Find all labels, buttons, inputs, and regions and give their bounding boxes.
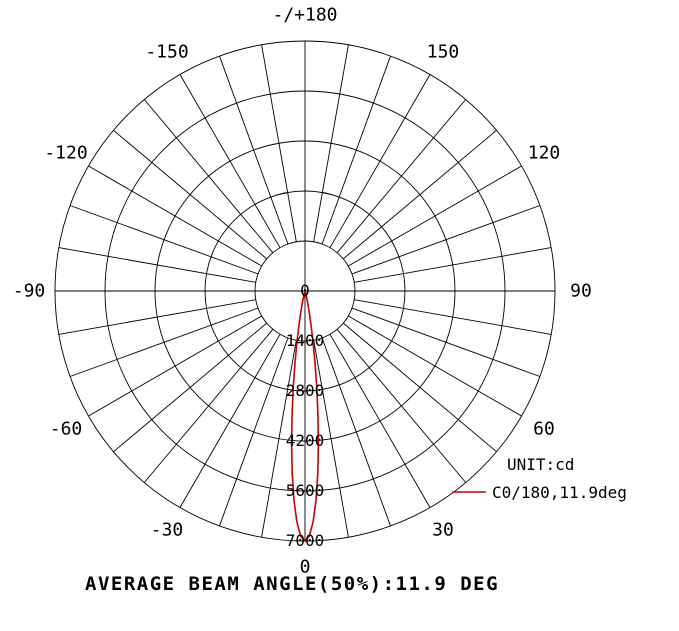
angle-label: -/+180	[272, 5, 337, 26]
angle-label: -90	[13, 281, 46, 302]
radial-tick-label: 2800	[286, 381, 325, 400]
angle-label: -30	[151, 520, 184, 541]
angle-label: -150	[145, 42, 188, 63]
intensity-curve	[290, 289, 320, 543]
angle-label: -60	[50, 419, 83, 440]
radial-tick-label: 0	[300, 281, 310, 300]
angle-label: 60	[533, 419, 555, 440]
radial-tick-label: 7000	[286, 531, 325, 550]
chart-labels: -/+180 150 120 90 60 30 0 -30 -60 -90 -120 -150 0 140…	[13, 5, 592, 578]
legend-label: C0/180,11.9deg	[492, 483, 627, 502]
angle-label: -120	[44, 143, 87, 164]
polar-grid	[54, 40, 556, 542]
angle-label: 120	[528, 143, 561, 164]
unit-label: UNIT:cd	[507, 455, 574, 474]
angle-label: 150	[427, 42, 460, 63]
angle-label: 30	[432, 520, 454, 541]
radial-tick-label: 1400	[286, 331, 325, 350]
angle-label: 90	[570, 281, 592, 302]
angle-label: 0	[300, 557, 311, 578]
radial-tick-label: 5600	[286, 481, 325, 500]
radial-tick-label: 4200	[286, 431, 325, 450]
average-beam-angle-label: AVERAGE BEAM ANGLE(50%):11.9 DEG	[85, 573, 499, 595]
